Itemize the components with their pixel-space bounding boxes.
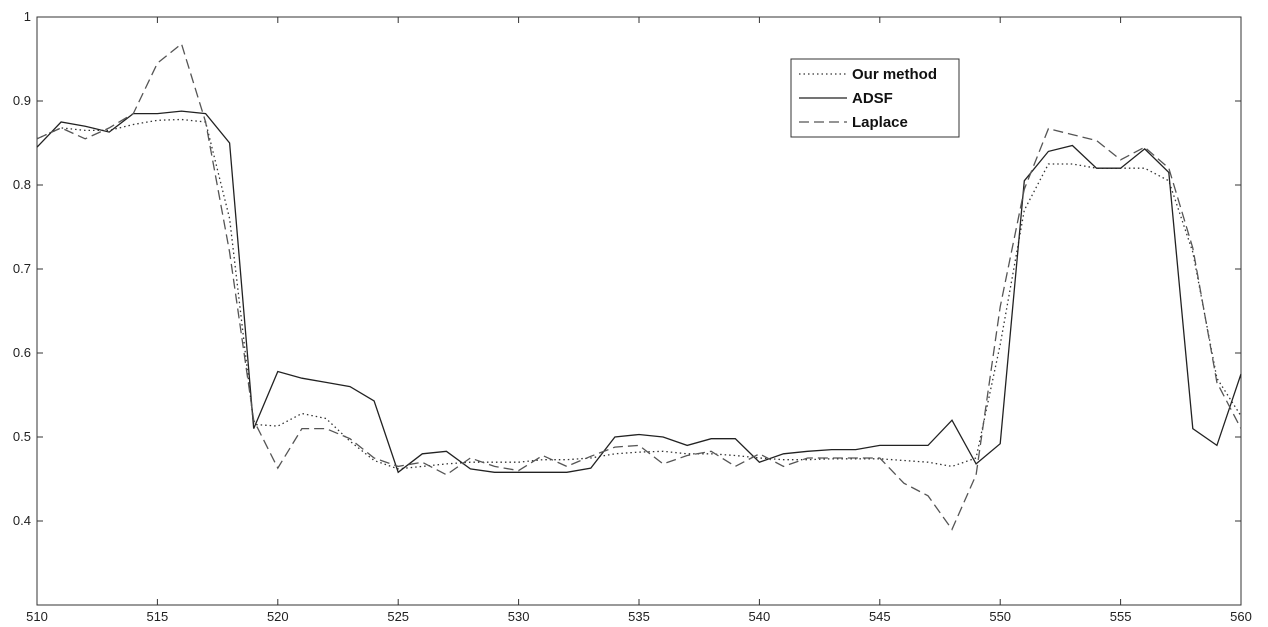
- legend-label: Laplace: [852, 114, 908, 131]
- x-tick-label: 540: [749, 609, 771, 624]
- legend-label: Our method: [852, 66, 937, 83]
- y-tick-label: 0.4: [13, 513, 31, 528]
- y-tick-label: 0.5: [13, 429, 31, 444]
- x-tick-label: 555: [1110, 609, 1132, 624]
- legend-label: ADSF: [852, 90, 893, 107]
- axis-ticks: 510 515 520 525 530 535 540 545 550 555 560 0.4 0.5 0…: [13, 9, 1252, 624]
- x-tick-label: 530: [508, 609, 530, 624]
- x-tick-label: 560: [1230, 609, 1252, 624]
- series-lines: [36, 42, 1242, 531]
- x-tick-label: 550: [989, 609, 1011, 624]
- x-tick-label: 520: [267, 609, 289, 624]
- x-tick-label: 515: [147, 609, 169, 624]
- x-tick-label: 545: [869, 609, 891, 624]
- series-line-our-method: [36, 118, 1242, 470]
- y-tick-label: 1: [24, 9, 31, 24]
- plot-area: [36, 16, 1242, 606]
- series-line-laplace: [36, 42, 1242, 531]
- legend: Our method ADSF Laplace: [790, 58, 960, 138]
- x-tick-label: 525: [387, 609, 409, 624]
- x-tick-label: 510: [26, 609, 48, 624]
- x-tick-label: 535: [628, 609, 650, 624]
- y-tick-label: 0.7: [13, 261, 31, 276]
- y-tick-label: 0.9: [13, 93, 31, 108]
- y-tick-label: 0.8: [13, 177, 31, 192]
- y-tick-label: 0.6: [13, 345, 31, 360]
- series-line-adsf: [36, 110, 1242, 474]
